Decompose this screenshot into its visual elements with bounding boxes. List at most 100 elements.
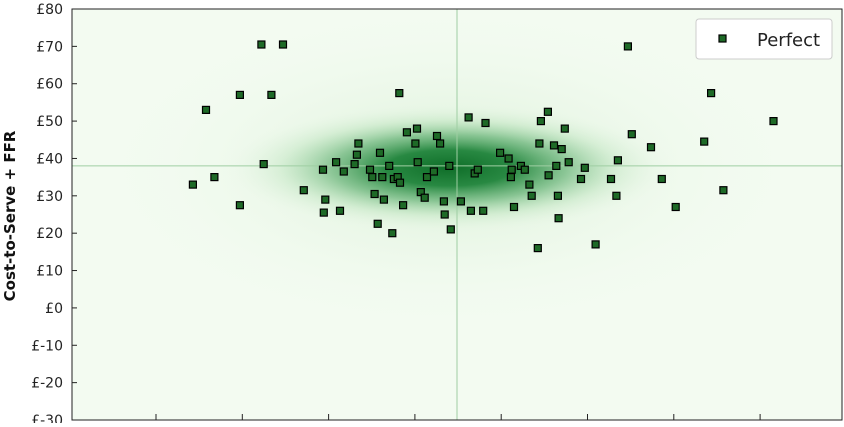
data-point <box>335 206 345 215</box>
data-point <box>506 173 515 182</box>
data-point <box>267 90 276 100</box>
data-point <box>318 165 328 174</box>
data-point <box>399 201 408 210</box>
data-point <box>466 206 475 215</box>
y-tick-label: £60 <box>36 77 63 93</box>
data-point <box>564 158 573 167</box>
y-tick-label: £10 <box>36 264 63 280</box>
data-point <box>549 141 559 150</box>
y-tick-label: £70 <box>36 39 63 55</box>
data-point <box>507 165 516 174</box>
data-point <box>706 88 716 98</box>
data-point <box>671 202 680 212</box>
y-tick-label: £0 <box>45 301 63 317</box>
data-point <box>473 165 482 174</box>
data-point <box>657 174 666 184</box>
data-point <box>504 154 513 163</box>
data-point <box>536 116 546 126</box>
legend-marker-perfect <box>718 34 727 43</box>
data-point <box>576 174 586 184</box>
data-point <box>527 191 536 200</box>
data-point <box>591 240 600 249</box>
x-axis <box>155 414 761 420</box>
data-point <box>422 173 432 182</box>
data-point <box>375 148 385 157</box>
y-tick-label: £-20 <box>31 376 63 392</box>
data-point <box>553 191 563 200</box>
data-point <box>700 137 709 146</box>
data-point <box>257 40 266 49</box>
y-tick-label: £40 <box>36 151 63 167</box>
y-tick-label: £-10 <box>31 338 63 354</box>
data-point <box>412 124 422 133</box>
density-layer <box>89 9 809 333</box>
data-point <box>509 202 519 212</box>
data-point <box>388 229 397 238</box>
data-point <box>321 195 330 204</box>
data-point <box>543 107 553 116</box>
data-point <box>332 158 341 167</box>
data-point <box>560 124 569 133</box>
data-point <box>411 139 420 148</box>
data-point <box>769 116 778 126</box>
data-point <box>439 197 448 206</box>
data-point <box>544 171 553 180</box>
data-point <box>719 186 728 195</box>
data-point <box>613 156 623 165</box>
data-point <box>580 163 589 172</box>
data-point <box>402 128 411 137</box>
data-point <box>535 139 544 148</box>
legend: Perfect <box>695 18 833 60</box>
data-point <box>370 189 379 199</box>
data-point <box>373 219 382 228</box>
y-tick-label: £30 <box>36 189 63 205</box>
y-axis: £80 £70 £60 £50 £40 £30 £20 £10 £0 £-10 £-20 £-30 <box>31 2 77 427</box>
data-point <box>235 201 244 210</box>
data-point <box>552 161 561 170</box>
data-point <box>456 197 465 206</box>
data-point <box>481 118 490 128</box>
data-point <box>188 180 197 189</box>
data-point <box>525 180 534 189</box>
y-axis-label: Cost-to-Serve + FFR <box>1 130 19 301</box>
data-point <box>520 165 529 174</box>
data-point <box>646 143 656 152</box>
data-point <box>259 160 268 169</box>
data-point <box>278 40 288 49</box>
data-point <box>385 161 394 170</box>
data-point <box>440 210 449 219</box>
data-point <box>464 113 473 122</box>
data-point <box>350 160 359 169</box>
data-point <box>432 131 442 141</box>
legend-label-perfect: Perfect <box>757 30 820 51</box>
data-point <box>429 167 438 176</box>
data-point <box>612 191 621 200</box>
data-point <box>395 88 404 98</box>
plot-frame <box>71 8 843 421</box>
y-tick-label: £-30 <box>31 413 63 423</box>
y-tick-label: £20 <box>36 226 63 242</box>
data-point <box>557 145 566 154</box>
y-tick-label: £80 <box>36 2 63 18</box>
data-point <box>379 195 388 204</box>
data-point <box>413 158 422 167</box>
data-point <box>395 178 405 187</box>
data-point <box>496 148 505 157</box>
data-point <box>365 165 375 174</box>
data-point <box>554 214 563 223</box>
data-point <box>210 173 219 182</box>
data-point <box>420 193 429 202</box>
data-point <box>479 206 488 215</box>
data-point <box>627 130 636 139</box>
data-point <box>354 139 363 148</box>
data-point <box>606 174 616 184</box>
y-tick-label: £50 <box>36 114 63 130</box>
legend-box <box>695 18 833 60</box>
data-point <box>445 161 454 170</box>
data-point <box>533 244 542 253</box>
data-point <box>436 139 445 148</box>
data-point <box>352 150 361 159</box>
data-point <box>201 105 211 115</box>
data-point <box>623 42 633 51</box>
